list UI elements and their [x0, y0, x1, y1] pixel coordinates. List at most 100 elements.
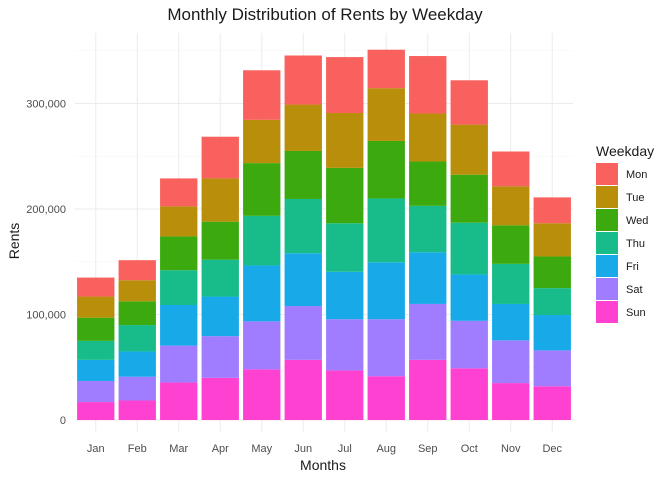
x-tick-label: May: [251, 443, 272, 455]
bar-jan-thu: [77, 340, 115, 360]
bar-feb-mon: [118, 260, 156, 281]
bar-apr-wed: [201, 221, 239, 260]
bar-may-tue: [243, 119, 281, 164]
bar-may-sat: [243, 321, 281, 370]
bar-dec-sat: [533, 350, 571, 387]
bar-apr-mon: [201, 136, 239, 179]
bar-feb-sat: [118, 376, 156, 401]
bar-jul-wed: [326, 167, 364, 224]
y-tick-label: 100,000: [26, 310, 66, 322]
bar-nov-mon: [492, 151, 530, 187]
bar-dec-sun: [533, 386, 571, 420]
legend-label-sun: Sun: [626, 307, 646, 319]
bar-aug-wed: [367, 140, 405, 199]
bar-jan-tue: [77, 296, 115, 318]
bar-aug-thu: [367, 198, 405, 263]
bar-jun-mon: [284, 55, 322, 105]
bar-aug-sun: [367, 376, 405, 420]
legend-label-thu: Thu: [626, 238, 645, 250]
bar-oct-tue: [450, 124, 488, 175]
bar-mar-sat: [160, 345, 198, 383]
bar-mar-thu: [160, 270, 198, 305]
bar-jan-mon: [77, 277, 115, 297]
bar-dec-mon: [533, 197, 571, 224]
bar-sep-mon: [409, 56, 447, 114]
legend-swatch-wed: [596, 209, 618, 231]
bar-sep-sun: [409, 359, 447, 420]
x-tick-label: Dec: [542, 443, 562, 455]
bar-jun-sat: [284, 306, 322, 360]
y-tick-label: 0: [60, 415, 66, 427]
x-tick-label: Oct: [461, 443, 478, 455]
bar-mar-mon: [160, 178, 198, 207]
bar-jun-thu: [284, 198, 322, 254]
y-tick-label: 300,000: [26, 99, 66, 111]
legend-swatch-sat: [596, 278, 618, 300]
bar-jan-sun: [77, 402, 115, 420]
x-tick-label: Jul: [338, 443, 352, 455]
chart-title: Monthly Distribution of Rents by Weekday: [167, 5, 483, 24]
bar-jul-thu: [326, 223, 364, 272]
bar-oct-sun: [450, 368, 488, 420]
x-tick-label: Sep: [418, 443, 438, 455]
bar-feb-tue: [118, 280, 156, 302]
bar-apr-thu: [201, 259, 239, 297]
bar-may-sun: [243, 369, 281, 420]
bar-jun-tue: [284, 104, 322, 151]
bar-aug-sat: [367, 319, 405, 377]
x-tick-label: Mar: [169, 443, 188, 455]
bar-aug-fri: [367, 262, 405, 320]
bar-apr-tue: [201, 178, 239, 222]
legend-label-sat: Sat: [626, 284, 643, 296]
bar-feb-thu: [118, 325, 156, 352]
bar-jul-sat: [326, 319, 364, 371]
bar-jul-sun: [326, 370, 364, 420]
bar-oct-fri: [450, 274, 488, 321]
bar-sep-tue: [409, 113, 447, 162]
legend-swatch-thu: [596, 232, 618, 254]
bar-apr-sun: [201, 377, 239, 420]
bar-nov-sat: [492, 340, 530, 384]
bar-jan-wed: [77, 317, 115, 341]
bar-jun-fri: [284, 253, 322, 307]
bar-nov-sun: [492, 383, 530, 420]
bar-oct-sat: [450, 320, 488, 369]
bar-mar-wed: [160, 236, 198, 271]
bar-sep-wed: [409, 161, 447, 206]
x-tick-label: Jun: [294, 443, 312, 455]
bar-sep-fri: [409, 252, 447, 304]
x-tick-label: Aug: [376, 443, 396, 455]
bar-nov-wed: [492, 225, 530, 264]
legend-swatch-fri: [596, 255, 618, 277]
x-tick-label: Jan: [87, 443, 105, 455]
bar-mar-fri: [160, 305, 198, 346]
bar-dec-thu: [533, 288, 571, 316]
bar-aug-mon: [367, 49, 405, 89]
bar-nov-thu: [492, 263, 530, 304]
legend-label-fri: Fri: [626, 261, 639, 273]
y-axis-title: Rents: [6, 223, 22, 260]
bar-feb-fri: [118, 351, 156, 377]
bar-apr-fri: [201, 296, 239, 337]
bar-nov-fri: [492, 303, 530, 341]
bar-jan-fri: [77, 359, 115, 381]
x-axis-ticks: Jan Feb Mar Apr May Jun Jul Aug Sep Oct Nov Dec: [87, 443, 563, 455]
bar-dec-tue: [533, 223, 571, 257]
bar-feb-wed: [118, 301, 156, 326]
bar-jul-mon: [326, 57, 364, 113]
x-tick-label: Apr: [212, 443, 229, 455]
bar-jun-sun: [284, 359, 322, 420]
bar-mar-sun: [160, 382, 198, 420]
bar-jul-fri: [326, 271, 364, 320]
bar-may-fri: [243, 265, 281, 322]
legend-label-mon: Mon: [626, 169, 647, 181]
bar-may-thu: [243, 215, 281, 266]
legend-swatch-mon: [596, 163, 618, 185]
bar-sep-thu: [409, 205, 447, 253]
x-axis-title: Months: [300, 457, 346, 473]
bars: [77, 49, 571, 420]
legend-label-tue: Tue: [626, 192, 645, 204]
legend-swatch-tue: [596, 186, 618, 208]
bar-jul-tue: [326, 113, 364, 168]
